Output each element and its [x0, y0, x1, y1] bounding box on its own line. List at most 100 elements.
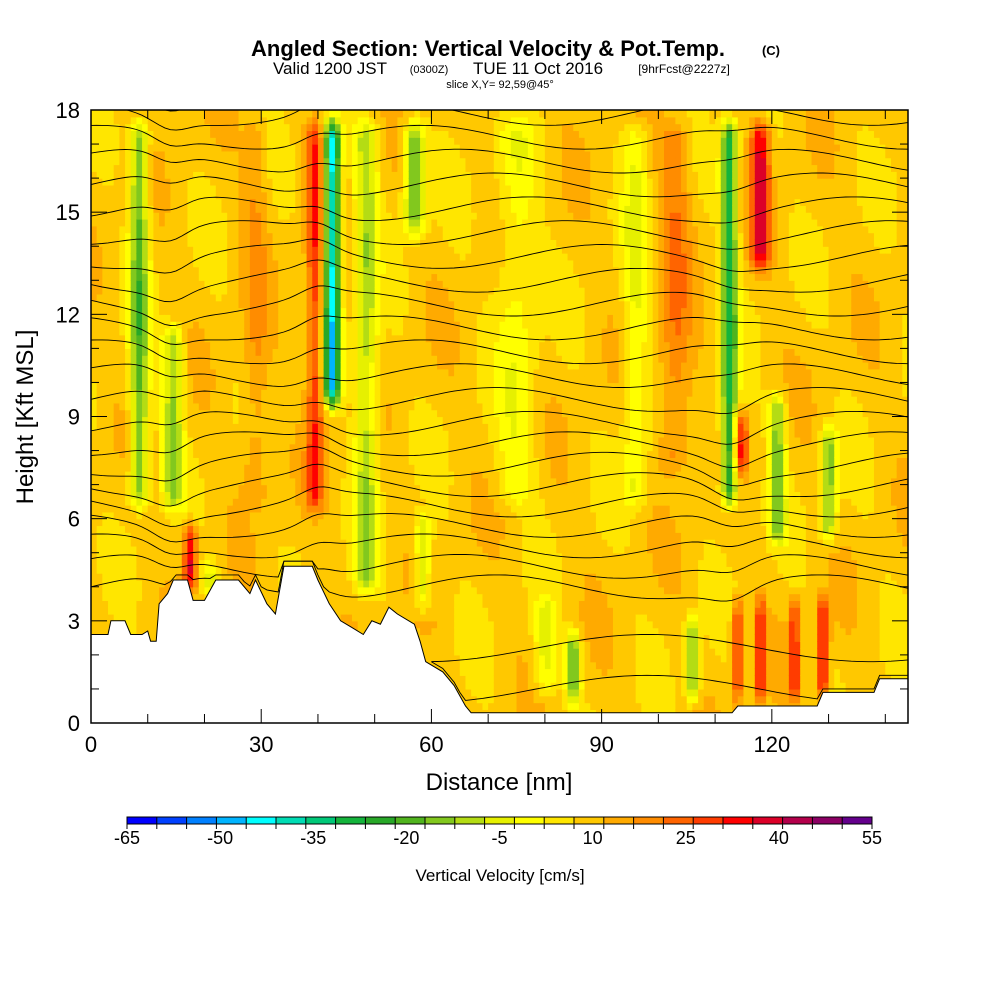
- velocity-cell: [442, 620, 450, 629]
- velocity-cell: [442, 280, 450, 288]
- velocity-cell: [204, 212, 211, 220]
- velocity-cell: [391, 157, 398, 166]
- velocity-cell: [442, 566, 450, 574]
- velocity-cell: [232, 123, 240, 132]
- velocity-cell: [96, 579, 103, 588]
- velocity-cell: [119, 491, 126, 499]
- velocity-cell: [96, 559, 103, 567]
- velocity-cell: [386, 184, 393, 193]
- velocity-cell: [136, 253, 143, 261]
- velocity-cell: [448, 225, 455, 234]
- velocity-cell: [227, 566, 234, 574]
- velocity-cell: [96, 253, 103, 261]
- velocity-cell: [369, 321, 376, 329]
- velocity-cell: [170, 239, 177, 247]
- velocity-cell: [300, 491, 308, 499]
- velocity-cell: [329, 144, 336, 152]
- velocity-cell: [425, 225, 433, 234]
- velocity-cell: [187, 375, 194, 384]
- velocity-cell: [283, 287, 291, 295]
- velocity-cell: [159, 157, 166, 166]
- velocity-cell: [295, 409, 302, 418]
- velocity-cell: [221, 239, 228, 247]
- velocity-cell: [363, 566, 370, 574]
- velocity-cell: [374, 144, 381, 152]
- velocity-cell: [442, 232, 450, 241]
- velocity-cell: [363, 423, 370, 431]
- velocity-cell: [176, 457, 183, 465]
- velocity-cell: [380, 184, 387, 193]
- velocity-cell: [255, 110, 262, 118]
- velocity-cell: [125, 314, 132, 322]
- velocity-cell: [334, 184, 342, 193]
- velocity-cell: [102, 144, 109, 152]
- velocity-cell: [357, 321, 364, 329]
- velocity-cell: [408, 498, 415, 506]
- velocity-cell: [187, 505, 194, 513]
- velocity-cell: [369, 116, 376, 125]
- velocity-cell: [221, 116, 228, 125]
- velocity-cell: [459, 402, 467, 411]
- velocity-cell: [334, 110, 342, 118]
- velocity-cell: [334, 443, 342, 452]
- velocity-cell: [181, 362, 189, 370]
- velocity-cell: [459, 239, 467, 247]
- velocity-cell: [300, 498, 308, 506]
- velocity-cell: [306, 321, 313, 329]
- velocity-cell: [323, 123, 330, 132]
- velocity-cell: [442, 287, 450, 295]
- velocity-cell: [340, 586, 347, 595]
- velocity-cell: [130, 600, 137, 608]
- velocity-cell: [119, 484, 126, 493]
- velocity-cell: [198, 293, 206, 302]
- velocity-cell: [119, 348, 126, 356]
- velocity-cell: [363, 246, 370, 254]
- velocity-cell: [108, 232, 115, 241]
- velocity-cell: [408, 402, 415, 411]
- velocity-cell: [96, 423, 103, 431]
- velocity-cell: [283, 348, 291, 356]
- velocity-cell: [306, 123, 313, 132]
- velocity-cell: [289, 300, 296, 309]
- velocity-cell: [198, 259, 206, 268]
- velocity-cell: [437, 375, 444, 384]
- velocity-cell: [198, 593, 206, 601]
- velocity-cell: [420, 116, 427, 125]
- velocity-cell: [170, 552, 177, 561]
- velocity-cell: [266, 396, 274, 404]
- velocity-cell: [437, 436, 444, 445]
- velocity-cell: [232, 314, 240, 322]
- velocity-cell: [130, 436, 137, 445]
- velocity-cell: [147, 212, 155, 220]
- velocity-cell: [96, 573, 103, 581]
- velocity-cell: [334, 287, 342, 295]
- velocity-cell: [159, 436, 166, 445]
- velocity-cell: [181, 246, 189, 254]
- velocity-cell: [369, 300, 376, 309]
- velocity-cell: [96, 287, 103, 295]
- velocity-cell: [159, 300, 166, 309]
- velocity-cell: [283, 443, 291, 452]
- velocity-cell: [283, 375, 291, 384]
- velocity-cell: [363, 266, 370, 275]
- velocity-cell: [306, 396, 313, 404]
- velocity-cell: [96, 457, 103, 465]
- velocity-cell: [153, 552, 160, 561]
- velocity-cell: [198, 164, 206, 172]
- velocity-cell: [300, 368, 308, 377]
- velocity-cell: [357, 525, 364, 533]
- velocity-cell: [187, 464, 194, 472]
- velocity-cell: [431, 273, 438, 281]
- velocity-cell: [96, 593, 103, 601]
- velocity-cell: [176, 150, 183, 159]
- velocity-cell: [108, 307, 115, 315]
- velocity-cell: [289, 443, 296, 452]
- velocity-cell: [193, 436, 200, 445]
- velocity-cell: [317, 505, 325, 513]
- velocity-cell: [357, 218, 364, 227]
- velocity-cell: [198, 396, 206, 404]
- velocity-cell: [391, 382, 398, 390]
- velocity-cell: [91, 239, 98, 247]
- velocity-cell: [255, 498, 262, 506]
- velocity-cell: [130, 137, 137, 145]
